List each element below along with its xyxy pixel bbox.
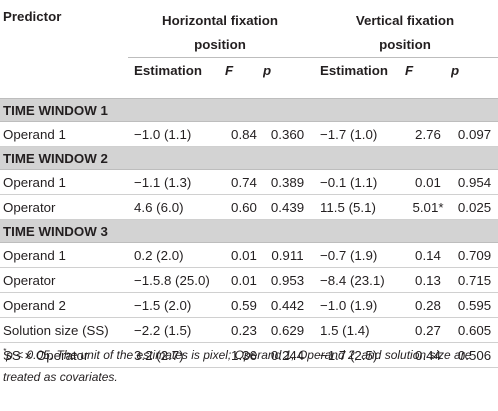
table-footnote: *p < 0.05. The unit of the estimates is … <box>3 344 493 388</box>
cell-h-est: −1.5 (2.0) <box>128 292 225 318</box>
header-row-groups: Predictor Horizontal fixation position V… <box>0 0 498 58</box>
header-group-horizontal: Horizontal fixation position <box>128 0 312 58</box>
table-row: Operator 4.6 (6.0) 0.60 0.439 11.5 (5.1)… <box>0 194 498 220</box>
section-row-3: TIME WINDOW 3 <box>0 219 498 243</box>
cell-v-p: 0.954 <box>451 169 498 195</box>
cell-v-p: 0.605 <box>451 317 498 343</box>
cell-v-f: 0.13 <box>405 267 451 293</box>
cell-v-f: 0.01 <box>405 169 451 195</box>
cell-predictor: Operator <box>0 267 128 293</box>
cell-h-f: 0.84 <box>225 121 263 147</box>
cell-v-f: 0.27 <box>405 317 451 343</box>
cell-predictor: Solution size (SS) <box>0 317 128 343</box>
cell-v-f: 0.28 <box>405 292 451 318</box>
cell-h-f: 0.59 <box>225 292 263 318</box>
cell-h-p: 0.629 <box>263 317 312 343</box>
cell-h-f: 0.01 <box>225 267 263 293</box>
cell-h-f: 0.01 <box>225 242 263 268</box>
cell-h-p: 0.953 <box>263 267 312 293</box>
cell-v-p: 0.709 <box>451 242 498 268</box>
cell-v-p: 0.715 <box>451 267 498 293</box>
cell-predictor: Operand 1 <box>0 242 128 268</box>
section-title: TIME WINDOW 3 <box>0 219 498 243</box>
header-v-p: p <box>451 57 498 93</box>
cell-predictor: Operand 1 <box>0 169 128 195</box>
cell-h-f: 1.36 <box>225 342 263 368</box>
header-group-vertical-label: Vertical fixation position <box>355 13 455 52</box>
section-title: TIME WINDOW 1 <box>0 98 498 122</box>
header-v-estimation: Estimation <box>312 57 405 93</box>
cell-v-est: 1.5 (1.4) <box>312 317 405 343</box>
cell-h-est: 4.6 (6.0) <box>128 194 225 220</box>
cell-v-f: 2.76 <box>405 121 451 147</box>
header-group-vertical: Vertical fixation position <box>312 0 498 58</box>
cell-v-f: 0.14 <box>405 242 451 268</box>
cell-v-f: 5.01* <box>405 194 451 220</box>
cell-h-p: 0.911 <box>263 242 312 268</box>
cell-h-est: −1.5.8 (25.0) <box>128 267 225 293</box>
cell-predictor: Operand 1 <box>0 121 128 147</box>
cell-v-est: −0.7 (1.9) <box>312 242 405 268</box>
section-row-1: TIME WINDOW 1 <box>0 98 498 122</box>
table-row: Operand 1 −1.1 (1.3) 0.74 0.389 −0.1 (1.… <box>0 169 498 195</box>
header-group-horizontal-label: Horizontal fixation position <box>162 13 278 52</box>
table-row: Operand 1 0.2 (2.0) 0.01 0.911 −0.7 (1.9… <box>0 242 498 268</box>
cell-v-est: −1.7 (2.5) <box>312 342 405 368</box>
cell-h-f: 0.74 <box>225 169 263 195</box>
cell-v-p: 0.506 <box>451 342 498 368</box>
cell-v-p: 0.595 <box>451 292 498 318</box>
cell-predictor: Operator <box>0 194 128 220</box>
cell-h-p: 0.360 <box>263 121 312 147</box>
cell-v-est: −1.0 (1.9) <box>312 292 405 318</box>
cell-h-est: 3.2 (2.7) <box>128 342 225 368</box>
cell-v-p: 0.025 <box>451 194 498 220</box>
cell-predictor: SS × Operator <box>0 342 128 368</box>
cell-h-est: −2.2 (1.5) <box>128 317 225 343</box>
cell-h-est: −1.1 (1.3) <box>128 169 225 195</box>
cell-v-est: −1.7 (1.0) <box>312 121 405 147</box>
cell-v-est: −8.4 (23.1) <box>312 267 405 293</box>
table-row: Solution size (SS) −2.2 (1.5) 0.23 0.629… <box>0 317 498 343</box>
cell-h-est: 0.2 (2.0) <box>128 242 225 268</box>
results-table: Predictor Horizontal fixation position V… <box>0 0 498 368</box>
cell-h-p: 0.442 <box>263 292 312 318</box>
cell-h-p: 0.389 <box>263 169 312 195</box>
header-predictor: Predictor <box>3 9 62 24</box>
section-title: TIME WINDOW 2 <box>0 146 498 170</box>
table-row: Operand 2 −1.5 (2.0) 0.59 0.442 −1.0 (1.… <box>0 292 498 318</box>
footnote-text: p < 0.05. The unit of the estimates is p… <box>3 348 472 384</box>
table-row: Operand 1 −1.0 (1.1) 0.84 0.360 −1.7 (1.… <box>0 121 498 147</box>
section-row-2: TIME WINDOW 2 <box>0 146 498 170</box>
cell-predictor: Operand 2 <box>0 292 128 318</box>
header-h-f: F <box>225 57 263 93</box>
cell-v-est: −0.1 (1.1) <box>312 169 405 195</box>
cell-h-f: 0.23 <box>225 317 263 343</box>
cell-h-f: 0.60 <box>225 194 263 220</box>
cell-v-est: 11.5 (5.1) <box>312 194 405 220</box>
cell-v-p: 0.097 <box>451 121 498 147</box>
header-row-columns: Estimation F p Estimation F p <box>0 57 498 94</box>
header-v-f: F <box>405 57 451 93</box>
header-h-estimation: Estimation <box>128 57 225 93</box>
table-row: Operator −1.5.8 (25.0) 0.01 0.953 −8.4 (… <box>0 267 498 293</box>
cell-h-p: 0.244 <box>263 342 312 368</box>
table-row: SS × Operator 3.2 (2.7) 1.36 0.244 −1.7 … <box>0 342 498 368</box>
header-empty <box>0 58 128 94</box>
cell-h-est: −1.0 (1.1) <box>128 121 225 147</box>
cell-v-f: 0.44 <box>405 342 451 368</box>
header-h-p: p <box>263 57 312 93</box>
cell-h-p: 0.439 <box>263 194 312 220</box>
footnote-marker: * <box>3 347 7 356</box>
